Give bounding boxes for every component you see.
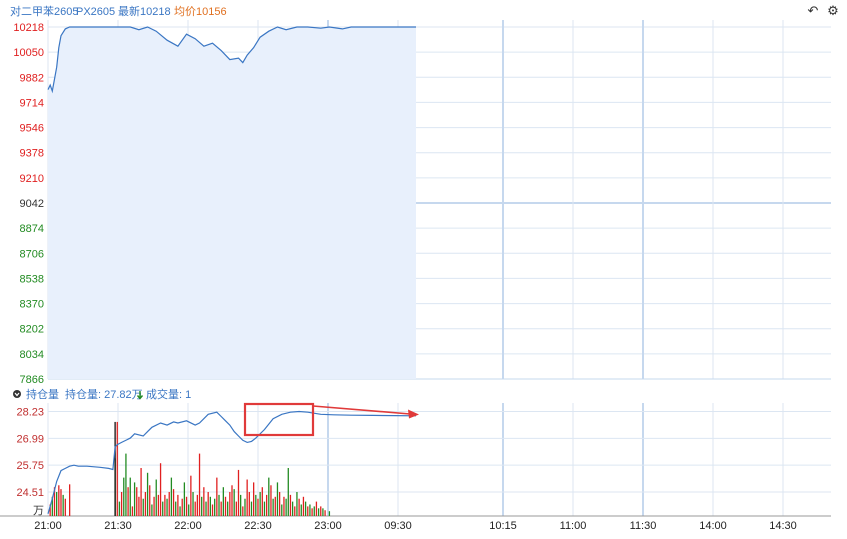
- time-tick-label: 11:00: [560, 520, 587, 532]
- undo-icon[interactable]: ↶: [807, 3, 819, 18]
- price-tick-label: 10218: [13, 22, 44, 34]
- time-tick-label: 21:30: [104, 520, 132, 532]
- volume-value: 成交量: 1: [146, 387, 191, 401]
- axis-layer: 10218 10050 9882 9714 9546 9378 9210 9042 8874 87…: [13, 22, 796, 532]
- price-tick-label: 10050: [13, 47, 44, 59]
- average-price-label: 均价10156: [174, 5, 227, 18]
- price-tick-label: 8874: [20, 223, 44, 235]
- price-tick-label: 8370: [20, 299, 44, 311]
- oi-tick-label: 24.51: [16, 487, 44, 499]
- open-interest-value: 持仓量: 27.82万: [65, 387, 143, 401]
- price-tick-label: 8538: [20, 273, 44, 285]
- time-tick-label: 23:00: [314, 520, 342, 532]
- arrow-down-icon: [136, 391, 144, 400]
- time-tick-label: 10:15: [489, 520, 517, 532]
- price-tick-label: 7866: [20, 374, 44, 386]
- annotation-box: [243, 402, 315, 437]
- contract-code: PX2605: [76, 6, 115, 18]
- latest-price-label: 最新10218: [118, 4, 171, 18]
- open-interest-legend[interactable]: 持仓量: [13, 387, 59, 401]
- oi-tick-label: 26.99: [16, 433, 44, 445]
- annotation-arrow-shaft: [312, 405, 411, 415]
- price-tick-label: 8034: [20, 349, 44, 361]
- open-interest-layer: [47, 410, 417, 516]
- time-tick-label: 14:30: [769, 520, 797, 532]
- price-layer: [47, 26, 416, 379]
- annotation-arrow-head: [408, 409, 419, 419]
- price-tick-label: 8202: [20, 324, 44, 336]
- price-tick-label: 9714: [20, 97, 44, 109]
- legend-dot-icon: [13, 390, 21, 398]
- price-tick-label: 9210: [20, 173, 44, 185]
- price-tick-label: 9882: [20, 72, 44, 84]
- legend-label: 持仓量: [26, 387, 59, 401]
- time-tick-label: 22:30: [244, 520, 272, 532]
- oi-unit-label: 万: [33, 505, 44, 517]
- time-tick-label: 09:30: [384, 520, 412, 532]
- time-tick-label: 11:30: [630, 520, 657, 532]
- price-tick-label: 9546: [20, 123, 44, 135]
- time-tick-label: 14:00: [699, 520, 727, 532]
- time-tick-label: 22:00: [174, 520, 202, 532]
- chevron-down-icon: [14, 392, 20, 397]
- open-interest-line: [47, 410, 417, 514]
- price-tick-label: 9378: [20, 148, 44, 160]
- annotation-layer: [243, 402, 419, 437]
- price-series-line: [47, 26, 416, 94]
- price-tick-label: 9042: [20, 198, 44, 210]
- price-area-fill: [48, 27, 416, 379]
- header-layer: 对二甲苯2605 PX2605 最新10218 均价10156 持仓量 持仓量:…: [10, 4, 227, 401]
- settings-icon[interactable]: ⚙: [827, 3, 839, 18]
- time-tick-label: 21:00: [34, 520, 62, 532]
- contract-name: 对二甲苯2605: [10, 4, 78, 18]
- oi-tick-label: 28.23: [16, 407, 44, 419]
- oi-tick-label: 25.75: [16, 460, 44, 472]
- price-tick-label: 8706: [20, 248, 44, 260]
